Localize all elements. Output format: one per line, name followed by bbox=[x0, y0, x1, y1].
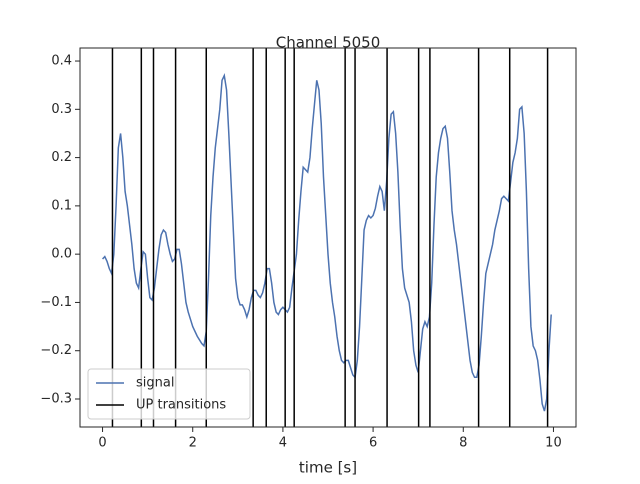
y-tick-label: −0.1 bbox=[40, 295, 72, 310]
axes-frame bbox=[79, 47, 577, 428]
legend-label: signal bbox=[136, 376, 174, 391]
y-tick-label: 0.1 bbox=[51, 198, 72, 213]
x-tick-label: 0 bbox=[98, 436, 106, 451]
x-tick-label: 4 bbox=[279, 436, 287, 451]
y-tick-label: 0.2 bbox=[51, 150, 72, 165]
y-tick-label: 0.4 bbox=[51, 54, 72, 69]
x-tick-label: 2 bbox=[189, 436, 197, 451]
y-tick-label: −0.3 bbox=[40, 391, 72, 406]
x-tick-label: 8 bbox=[459, 436, 467, 451]
x-tick-label: 6 bbox=[369, 436, 377, 451]
legend-label: UP transitions bbox=[136, 398, 226, 413]
x-axis-label: time [s] bbox=[299, 459, 357, 477]
chart-title: Channel 5050 bbox=[276, 34, 381, 52]
signal-line bbox=[102, 72, 552, 412]
y-tick-label: 0.3 bbox=[51, 102, 72, 117]
x-tick-label: 10 bbox=[545, 436, 562, 451]
y-tick-label: 0.0 bbox=[51, 247, 72, 262]
y-tick-label: −0.2 bbox=[40, 343, 72, 358]
legend-box bbox=[87, 368, 251, 420]
